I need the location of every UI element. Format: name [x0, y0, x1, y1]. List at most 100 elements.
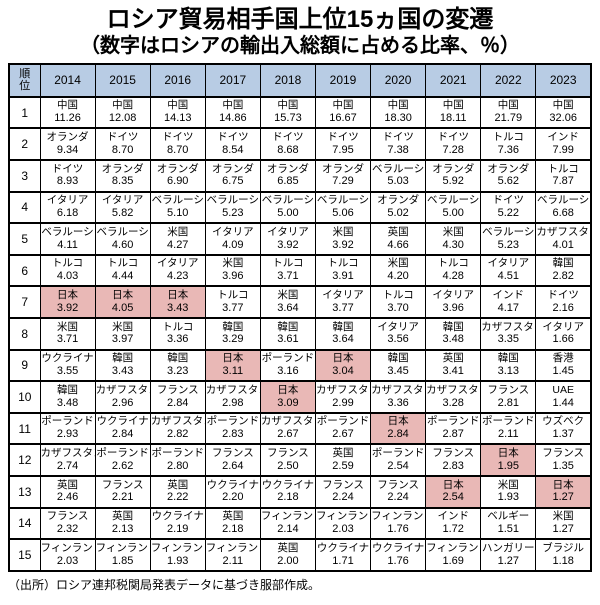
country-name: フランス	[432, 447, 475, 460]
share-value: 3.77	[332, 301, 354, 314]
share-value: 6.90	[167, 175, 189, 188]
share-value: 5.03	[387, 175, 409, 188]
table-row-rank-14: 14フランス2.32英国2.13ウクライナ2.19英国2.18フィンランド2.1…	[8, 506, 592, 541]
country-name: ドイツ	[272, 131, 304, 144]
cell-2017-rank1: 中国 14.86	[204, 95, 261, 130]
cell-2020-rank7: トルコ 3.70	[370, 285, 427, 319]
country-name: 日本	[277, 383, 299, 396]
rank-cell: 7	[8, 285, 41, 319]
share-value: 6.68	[552, 207, 574, 220]
cell-2015-rank8: 米国 3.97	[94, 316, 151, 351]
share-value: 3.35	[497, 333, 519, 346]
share-value: 14.13	[163, 112, 192, 125]
cell-2023-rank5: カザフスタン4.01	[535, 222, 592, 256]
cell-2022-rank6: イタリア 4.51	[480, 253, 537, 288]
year-header-2015: 2015	[94, 62, 151, 98]
cell-2018-rank3: オランダ 6.85	[259, 158, 316, 193]
cell-2016-rank2: ドイツ 8.70	[149, 127, 206, 161]
cell-2019-rank2: ドイツ 7.95	[314, 127, 372, 161]
country-name: 韓国	[442, 320, 464, 333]
country-name: ウクライナ	[371, 541, 425, 554]
country-name: フランス	[322, 478, 364, 491]
cell-2018-rank1: 中国 15.73	[259, 95, 316, 130]
country-name: ドイツ	[161, 131, 194, 144]
share-value: 7.29	[332, 175, 354, 188]
country-name: 米国	[112, 320, 134, 333]
share-value: 11.26	[54, 112, 81, 125]
share-value: 4.44	[111, 270, 134, 283]
country-name: ウクライナ	[316, 541, 370, 554]
cell-2023-rank7: ドイツ 2.16	[535, 285, 592, 319]
share-value: 1.51	[497, 523, 519, 535]
table-body: 1 中国 11.26 中国 12.08 中国 14.13 中国 14.86 中国 15.73 中国 16…	[8, 95, 592, 572]
cell-2017-rank15: フィンランド2.11	[204, 538, 261, 572]
cell-2023-rank14: 米国 1.27	[535, 506, 592, 541]
share-value: 2.84	[167, 396, 189, 409]
cell-2016-rank15: フィンランド1.93	[149, 538, 206, 572]
share-value: 5.22	[497, 207, 519, 220]
cell-2021-rank11: ポーランド 2.87	[425, 411, 482, 446]
cell-2014-rank14: フランス 2.32	[39, 506, 96, 541]
country-name: フランス	[542, 447, 585, 460]
cell-2018-rank10: 日本 3.09	[259, 380, 316, 414]
country-name: 日本	[167, 289, 189, 302]
share-value: 2.83	[442, 459, 464, 472]
cell-2019-rank3: オランダ 7.29	[314, 158, 372, 193]
country-name: カザフスタン	[40, 447, 94, 460]
share-value: 3.92	[332, 238, 354, 251]
cell-2022-rank10: フランス 2.81	[480, 380, 537, 414]
cell-2020-rank12: ポーランド 2.54	[370, 443, 427, 477]
cell-2015-rank2: ドイツ 8.70	[94, 127, 151, 161]
cell-2019-rank15: ウクライナ 1.71	[314, 538, 372, 572]
cell-2017-rank4: ベラルーシ 5.23	[204, 190, 261, 225]
cell-2017-rank12: フランス 2.64	[204, 443, 261, 477]
cell-2018-rank7: 米国 3.64	[259, 285, 316, 319]
cell-2019-rank11: ポーランド 2.67	[314, 411, 372, 446]
cell-2014-rank12: カザフスタン2.74	[39, 443, 96, 477]
country-name: 日本	[387, 415, 409, 428]
country-name: フィンランド	[315, 510, 369, 523]
country-name: トルコ	[327, 257, 359, 270]
trade-ranking-table: 順位 2014 2015 2016 2017 2018 2019 2020 2021 2022 20…	[8, 62, 592, 572]
cell-2019-rank8: 韓国 3.64	[314, 316, 372, 351]
cell-2015-rank7: 日本 4.05	[94, 285, 151, 319]
country-name: ベラルーシ	[96, 225, 149, 238]
table-row-rank-8: 8 米国 3.71 米国 3.97 トルコ 3.36 韓国 3.29 韓国 3.61 韓国 3.64 イタ…	[8, 316, 592, 351]
rank-cell: 1	[8, 95, 41, 130]
country-name: インド	[547, 131, 579, 144]
cell-2014-rank13: 英国 2.46	[39, 474, 96, 509]
cell-2021-rank6: トルコ 4.28	[425, 253, 482, 288]
country-name: 米国	[277, 289, 299, 302]
country-name: ベラルーシ	[206, 194, 259, 207]
share-value: 3.29	[222, 333, 244, 346]
country-name: イタリア	[267, 225, 309, 238]
share-value: 2.20	[222, 491, 244, 504]
cell-2014-rank15: フィンランド2.03	[39, 538, 96, 572]
country-name: 中国	[167, 99, 189, 112]
share-value: 2.11	[498, 428, 519, 441]
country-name: 米国	[57, 320, 79, 333]
share-value: 3.56	[387, 333, 409, 346]
rank-cell: 14	[8, 506, 41, 541]
country-name: イタリア	[156, 257, 199, 270]
country-name: ポーランド	[41, 415, 94, 428]
country-name: 米国	[387, 257, 409, 270]
share-value: 2.54	[387, 459, 409, 472]
share-value: 12.08	[108, 112, 137, 125]
table-row-rank-9: 9 ウクライナ 3.55 韓国 3.43 韓国 3.23 日本 3.11 ポーランド 3.16 日本 3…	[8, 348, 592, 383]
country-name: イタリア	[542, 320, 584, 333]
share-value: 4.20	[387, 270, 409, 283]
country-name: 中国	[332, 99, 354, 112]
rank-cell: 6	[8, 253, 41, 288]
cell-2023-rank1: 中国 32.06	[535, 95, 592, 130]
share-value: 2.84	[387, 428, 409, 441]
cell-2018-rank13: ウクライナ 2.18	[259, 474, 316, 509]
country-name: ドイツ	[327, 131, 359, 144]
country-name: カザフスタン	[371, 383, 425, 396]
country-name: カザフスタン	[205, 383, 259, 396]
share-value: 6.85	[277, 175, 299, 188]
cell-2017-rank9: 日本 3.11	[204, 348, 261, 383]
cell-2015-rank14: 英国 2.13	[94, 506, 151, 541]
share-value: 1.76	[387, 523, 409, 535]
cell-2019-rank7: イタリア 3.77	[314, 285, 372, 319]
